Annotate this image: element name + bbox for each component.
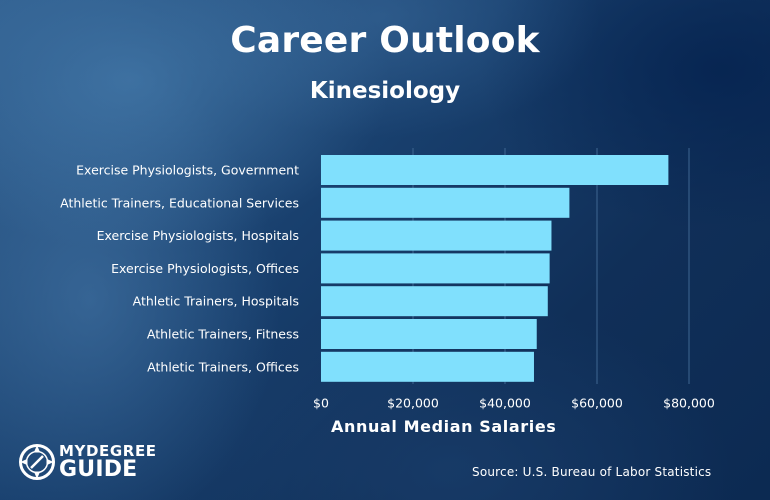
bar (321, 351, 534, 382)
brand-line-2: GUIDE (59, 457, 138, 482)
category-label: Exercise Physiologists, Government (76, 163, 299, 178)
category-label: Athletic Trainers, Offices (147, 359, 299, 374)
brand-logo[interactable]: MYDEGREE GUIDE (18, 442, 158, 484)
x-tick-label: $0 (313, 396, 329, 411)
bar (321, 155, 669, 185)
x-tick-label: $20,000 (387, 396, 439, 411)
bar (321, 286, 548, 317)
x-tick-label: $40,000 (479, 396, 531, 411)
x-tick-label: $60,000 (571, 396, 623, 411)
bar (321, 220, 552, 251)
brand-wordmark: MYDEGREE GUIDE (59, 442, 169, 482)
bar (321, 319, 537, 349)
category-label: Exercise Physiologists, Offices (111, 261, 299, 276)
category-label: Athletic Trainers, Educational Services (60, 195, 299, 210)
compass-icon (19, 444, 55, 480)
page-subtitle: Kinesiology (309, 78, 461, 104)
brand-line-1: MYDEGREE (59, 442, 157, 460)
bar (321, 253, 550, 284)
bar (321, 187, 570, 218)
x-axis-title: Annual Median Salaries (331, 417, 557, 436)
category-label: Athletic Trainers, Hospitals (133, 294, 299, 309)
x-tick-label: $80,000 (663, 396, 715, 411)
category-label: Exercise Physiologists, Hospitals (97, 228, 299, 243)
category-label: Athletic Trainers, Fitness (147, 327, 299, 342)
source-note: Source: U.S. Bureau of Labor Statistics (472, 465, 712, 479)
page-title: Career Outlook (230, 20, 540, 61)
